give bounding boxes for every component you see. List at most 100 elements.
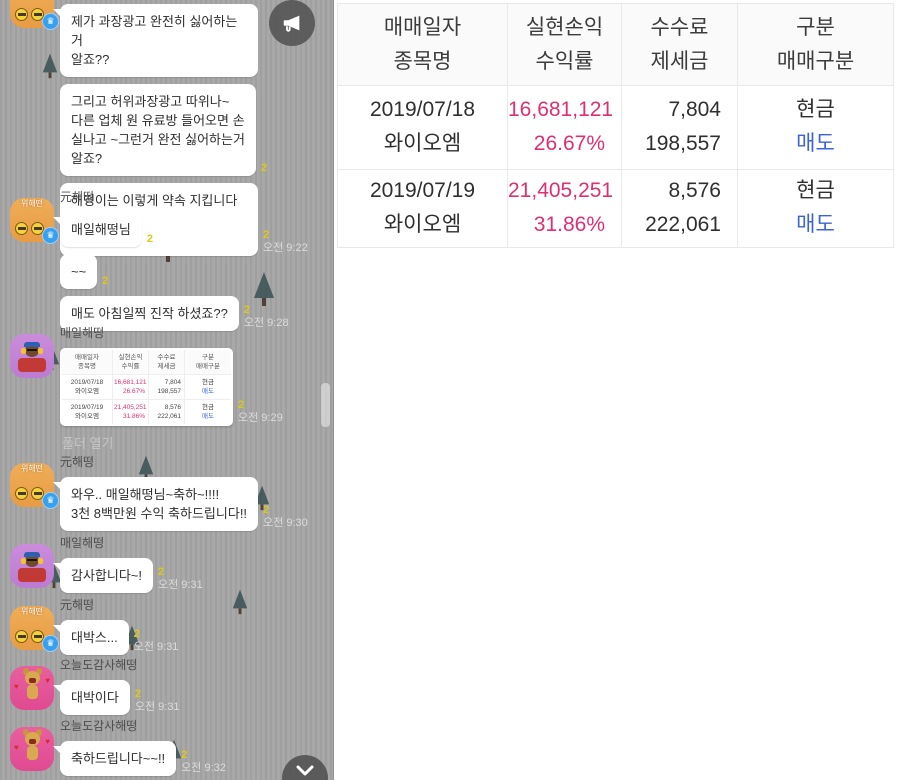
message-row: 와우.. 매일해떵님~축하~!!!! 3천 8백만원 수익 축하드립니다!! 2… [52, 477, 333, 531]
unread-count: 2 [263, 229, 270, 241]
message-row: 감사합니다~! 2 오전 9:31 [52, 558, 333, 593]
table-cell-fee-tax: 8,576 222,061 [621, 169, 737, 247]
avatar[interactable]: 위해떤 ♛ [10, 463, 59, 509]
message-row: 축하드립니다~~!! 2 오전 9:32 [52, 741, 333, 776]
message-time: 오전 9:31 [133, 641, 179, 653]
avatar[interactable] [10, 334, 54, 378]
table-header-cell: 구분 매매구분 [737, 4, 893, 85]
message-meta: 2 [102, 275, 108, 289]
message-time: 오전 9:32 [181, 762, 226, 774]
message-meta: 2 [147, 233, 153, 247]
table-cell-date-stock: 2019/07/18 와이오엠 [338, 85, 507, 169]
sender-name: 元해떵 [60, 598, 95, 612]
unread-count: 2 [146, 233, 153, 245]
image-message-table-thumbnail[interactable]: 매매일자 종목명 실현손익 수익률 수수료 제세금 구분 매매구분 2019/07/18… [60, 348, 233, 426]
message-group: 위해떤 ♛ 제가 과장광고 완전히 싫어하는거 알죠?? 그리고 허위과장광고 … [0, 0, 333, 263]
sender-name: 元해떵 [60, 455, 95, 469]
message-row: 매일해떵님 2 [53, 212, 333, 247]
chat-bubble[interactable]: 매도 아침일찍 진작 하셨죠?? [60, 296, 239, 331]
avatar-character [14, 8, 50, 24]
tree-decoration-icon [232, 589, 248, 615]
avatar[interactable] [10, 544, 54, 588]
mini-trading-table: 매매일자 종목명 실현손익 수익률 수수료 제세금 구분 매매구분 2019/07/18… [62, 350, 231, 424]
avatar-character [14, 222, 50, 238]
message-meta: 2 오전 9:31 [158, 566, 203, 593]
avatar-character: ♥ ♥ [14, 668, 50, 705]
message-time: 오전 9:31 [158, 579, 203, 591]
table-cell-date-stock: 2019/07/19 와이오엠 [338, 169, 507, 247]
sender-name: 매일해떵 [60, 536, 105, 550]
message-group: ♥ ♥ 오늘도감사해떵 축하드립니다~~!! 2 오전 9:32 [0, 719, 333, 780]
table-cell-fee-tax: 7,804 198,557 [621, 85, 737, 169]
sender-name: 매일해떵 [60, 326, 105, 340]
message-group: 위해떤 ♛ 元해떵 대박스... 2 오전 9:31 [0, 598, 333, 662]
unread-count: 2 [260, 162, 268, 174]
open-folder-label[interactable]: 폴더 열기 [62, 436, 114, 451]
avatar[interactable]: 위해떤 ♛ [10, 606, 59, 652]
avatar-character: ♥ ♥ [14, 729, 50, 766]
message-meta: 2 오전 9:32 [181, 749, 226, 776]
announcement-button[interactable] [269, 0, 315, 46]
message-time: 오전 9:29 [238, 412, 283, 424]
avatar[interactable]: ♥ ♥ [10, 727, 54, 771]
megaphone-icon [283, 15, 300, 32]
chat-panel: 위해떤 ♛ 제가 과장광고 완전히 싫어하는거 알죠?? 그리고 허위과장광고 … [0, 0, 334, 780]
chat-bubble[interactable]: ~~ [60, 254, 98, 289]
chat-bubble[interactable]: 감사합니다~! [52, 558, 154, 593]
sender-name: 오늘도감사해떵 [60, 658, 138, 672]
sender-name: 元해떵 [60, 190, 95, 204]
message-group: 위해떤 ♛ 元해떵 와우.. 매일해떵님~축하~!!!! 3천 8백만원 수익 … [0, 455, 333, 538]
message-row: 대박이다 2 오전 9:31 [53, 680, 333, 715]
avatar-character [14, 487, 50, 503]
message-meta: 2 오전 9:31 [135, 688, 180, 715]
message-meta: 2 오전 9:30 [263, 504, 308, 531]
message-row: ~~ 2 [60, 254, 333, 289]
avatar[interactable]: ♥ ♥ [10, 666, 54, 710]
unread-count: 2 [243, 304, 250, 316]
chat-bubble[interactable]: 대박스... [53, 620, 129, 655]
host-badge-crown-icon: ♛ [42, 13, 59, 30]
message-row: 대박스... 2 오전 9:31 [53, 620, 333, 655]
unread-count: 2 [134, 688, 141, 700]
message-meta: 2 오전 9:29 [238, 399, 283, 426]
chat-bubble[interactable]: 와우.. 매일해떵님~축하~!!!! 3천 8백만원 수익 축하드립니다!! [52, 477, 259, 531]
host-badge-crown-icon: ♛ [42, 227, 59, 244]
message-group: ♥ ♥ 오늘도감사해떵 대박이다 2 오전 9:31 [0, 658, 333, 722]
message-row: 제가 과장광고 완전히 싫어하는거 알죠?? [53, 4, 333, 77]
tree-decoration-icon [254, 485, 270, 511]
unread-count: 2 [181, 749, 188, 761]
image-viewer-panel: 매매일자 종목명 실현손익 수익률 수수료 제세금 구분 매매구분 2019/07/18… [335, 0, 900, 780]
chat-bubble[interactable]: 매일해떵님 [53, 212, 142, 247]
message-time: 오전 9:30 [263, 517, 308, 529]
unread-count: 2 [263, 504, 270, 516]
chat-bubble[interactable]: 그리고 허위과장광고 따위나~ 다른 업체 원 유료방 들어오면 손 실나고 ~… [60, 84, 256, 176]
chat-bubble[interactable]: 대박이다 [53, 680, 130, 715]
message-group: 매일해떵 매매일자 종목명 실현손익 수익률 수수료 제세금 구분 매매구분 2019/… [0, 326, 333, 452]
message-time: 오전 9:28 [243, 317, 289, 329]
avatar-label: 위해떤 [20, 199, 44, 208]
message-row: 매도 아침일찍 진작 하셨죠?? 2 오전 9:28 [60, 296, 333, 331]
unread-count: 2 [158, 566, 165, 578]
host-badge-crown-icon: ♛ [42, 492, 59, 509]
chat-scrollbar-thumb[interactable] [321, 383, 330, 427]
message-group: 위해떤 ♛ 元해떵 매일해떵님 2 ~~ 2 [0, 190, 333, 338]
chevron-down-icon [296, 765, 314, 776]
tree-decoration-icon [42, 53, 58, 79]
chat-bubble[interactable]: 제가 과장광고 완전히 싫어하는거 알죠?? [53, 4, 258, 77]
table-cell-type-trade: 현금 매도 [737, 85, 893, 169]
message-meta: 2 오전 9:22 [263, 229, 308, 256]
table-cell-type-trade: 현금 매도 [737, 169, 893, 247]
message-group: 매일해떵 감사합니다~! 2 오전 9:31 [0, 536, 333, 600]
avatar-label: 위해떤 [20, 464, 44, 473]
avatar[interactable]: 위해떤 ♛ [10, 198, 59, 244]
avatar-character [18, 552, 46, 582]
chat-bubble[interactable]: 축하드립니다~~!! [52, 741, 177, 776]
tree-decoration-icon [254, 272, 274, 306]
message-row: 그리고 허위과장광고 따위나~ 다른 업체 원 유료방 들어오면 손 실나고 ~… [60, 84, 333, 176]
table-cell-profit-rate: 21,405,251 31.86% [507, 169, 621, 247]
unread-count: 2 [102, 275, 109, 287]
avatar[interactable]: 위해떤 ♛ [10, 0, 59, 30]
sender-name: 오늘도감사해떵 [60, 719, 138, 733]
message-row: 매매일자 종목명 실현손익 수익률 수수료 제세금 구분 매매구분 2019/07/18… [60, 348, 333, 426]
message-time: 오전 9:31 [134, 701, 180, 713]
